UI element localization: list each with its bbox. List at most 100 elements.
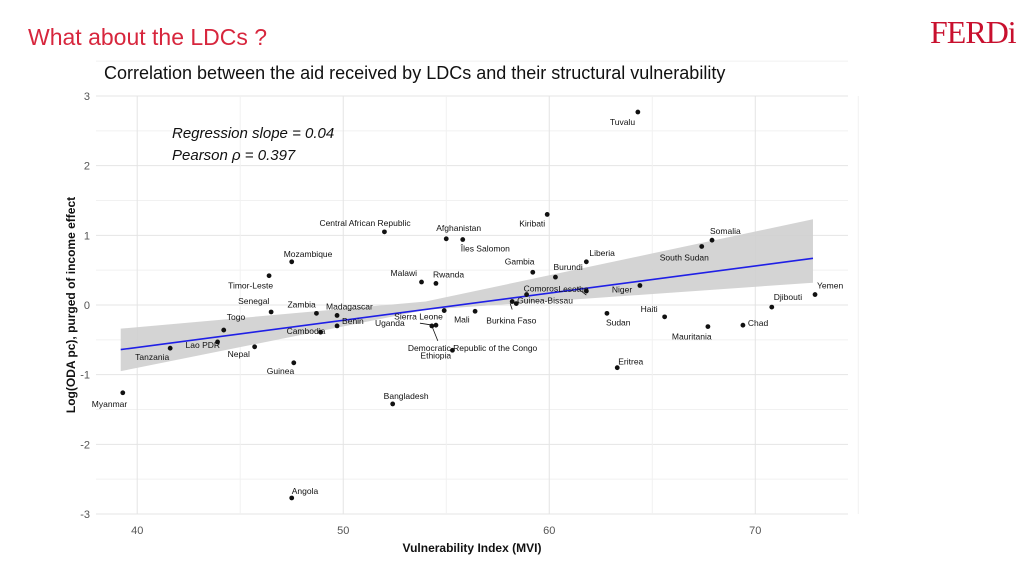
- y-tick-label: 1: [84, 230, 90, 242]
- confidence-band: [120, 219, 813, 372]
- label-rwanda: Rwanda: [433, 269, 464, 279]
- label-guinea-bissau: Guinea-Bissau: [517, 296, 573, 306]
- y-tick-label: 0: [84, 300, 90, 312]
- x-axis-title: Vulnerability Index (MVI): [403, 541, 542, 555]
- point-liberia: [583, 259, 589, 265]
- y-tick-label: 2: [84, 161, 90, 173]
- label-togo: Togo: [227, 312, 246, 322]
- leader-guinea-bissau: [509, 303, 513, 310]
- regression-line: [120, 257, 814, 351]
- x-tick-label: 50: [337, 525, 349, 537]
- point-mozambique: [289, 259, 295, 265]
- label-mozambique: Mozambique: [284, 249, 333, 259]
- label-timor-leste: Timor-Leste: [228, 281, 273, 291]
- leader-lesotho: [577, 287, 587, 296]
- label-central-african-republic: Central African Republic: [319, 218, 411, 228]
- y-axis-title: Log(ODA pc), purged of income effect: [64, 197, 78, 413]
- label-haiti: Haiti: [641, 304, 658, 314]
- ferdi-logo: FERDi: [930, 14, 1017, 50]
- label-south-sudan: South Sudan: [660, 252, 709, 262]
- label-myanmar: Myanmar: [92, 399, 128, 409]
- label-malawi: Malawi: [391, 268, 418, 278]
- point-timor-leste: [266, 273, 272, 279]
- label-senegal: Senegal: [238, 296, 269, 306]
- point-south-sudan: [699, 244, 705, 249]
- label-liberia: Liberia: [589, 248, 615, 258]
- point-yemen: [812, 292, 818, 297]
- point-kiribati: [544, 212, 550, 217]
- point-niger: [637, 283, 643, 288]
- point-uganda: [433, 322, 439, 328]
- label-somalia: Somalia: [710, 226, 741, 236]
- label-burkina-faso: Burkina Faso: [486, 316, 536, 326]
- x-tick-label: 60: [543, 525, 555, 537]
- point-rwanda: [433, 281, 439, 286]
- point-tuvalu: [635, 109, 641, 115]
- label-djibouti: Djibouti: [774, 292, 802, 302]
- label-guinea: Guinea: [267, 366, 295, 376]
- label-ethiopia: Ethiopia: [420, 350, 451, 360]
- label-mali: Mali: [454, 314, 470, 324]
- stat-annotation: Regression slope = 0.04: [172, 125, 334, 142]
- point-mali: [472, 308, 478, 314]
- y-tick-label: -3: [80, 509, 90, 521]
- point-zambia: [314, 310, 319, 316]
- point-myanmar: [120, 390, 126, 396]
- label-eritrea: Eritrea: [618, 357, 643, 367]
- point-senegal: [268, 309, 274, 315]
- point-sudan: [604, 310, 610, 316]
- label-gambia: Gambia: [505, 256, 535, 266]
- point-guinea-bissau: [509, 299, 515, 304]
- page-title: What about the LDCs ?: [28, 24, 268, 50]
- point-somalia: [709, 237, 715, 243]
- point-chad: [740, 322, 746, 328]
- y-tick-label: -1: [80, 370, 90, 382]
- point-afghanistan: [443, 236, 449, 242]
- x-tick-label: 70: [749, 525, 761, 537]
- chart-title: Correlation between the aid received by …: [104, 63, 726, 83]
- point-djibouti: [769, 304, 775, 310]
- point-lao-pdr: [215, 339, 220, 345]
- point-bangladesh: [390, 401, 396, 407]
- label-kiribati: Kiribati: [519, 218, 545, 228]
- y-tick-label: 3: [84, 91, 90, 103]
- label-tuvalu: Tuvalu: [610, 117, 635, 127]
- point-burundi: [553, 274, 558, 280]
- point-madagascar: [334, 313, 340, 318]
- point-lesotho: [583, 288, 589, 294]
- point-nepal: [252, 344, 258, 350]
- label-burundi: Burundi: [553, 262, 582, 272]
- point-comoros: [524, 292, 529, 297]
- point-cambodia: [318, 329, 323, 335]
- label-bangladesh: Bangladesh: [384, 391, 429, 401]
- label-zambia: Zambia: [287, 299, 316, 309]
- label-chad: Chad: [748, 318, 769, 328]
- leader-democratic-republic-of-the-congo: [431, 325, 439, 342]
- point-sierra-leone: [441, 308, 447, 313]
- point-angola: [289, 495, 295, 501]
- label-angola: Angola: [292, 486, 319, 496]
- point-central-african-republic: [382, 229, 387, 235]
- label-yemen: Yemen: [817, 281, 843, 291]
- label-madagascar: Madagascar: [326, 301, 373, 311]
- label-benin: Benin: [342, 316, 364, 326]
- point-haiti: [662, 314, 668, 320]
- point-burkina-faso: [513, 301, 519, 307]
- label-lesotho: Lesotho: [558, 284, 589, 294]
- point-gambia: [530, 269, 536, 275]
- label-lao-pdr: Lao PDR: [186, 340, 221, 350]
- label-cambodia: Cambodia: [287, 326, 326, 336]
- point-ethiopia: [450, 347, 455, 353]
- point-eritrea: [614, 365, 620, 371]
- point-benin: [334, 323, 340, 329]
- y-tick-label: -2: [80, 439, 90, 451]
- label-sudan: Sudan: [606, 317, 631, 327]
- label-uganda: Uganda: [375, 318, 405, 328]
- point-tanzania: [167, 345, 173, 351]
- label-comoros: Comoros: [524, 284, 558, 294]
- point-iles-salomon: [460, 237, 466, 242]
- label-democratic-republic-of-the-congo: Democratic Republic of the Congo: [408, 343, 538, 353]
- label-nepal: Nepal: [228, 349, 250, 359]
- point-guinea: [291, 360, 297, 366]
